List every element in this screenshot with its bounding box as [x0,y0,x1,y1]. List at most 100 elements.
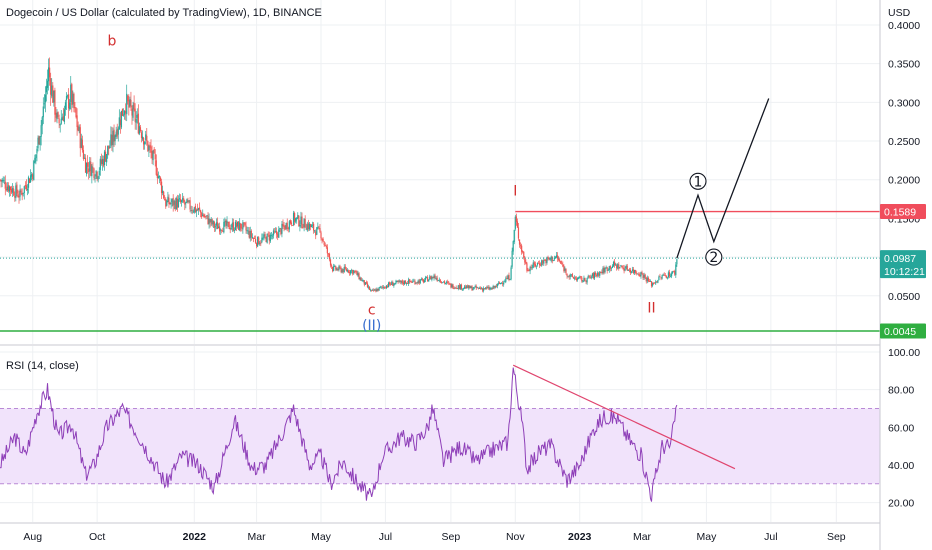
candle-body [627,269,629,271]
candle-body [344,266,346,269]
price-tick-label: 0.0500 [888,291,920,303]
candle-body [469,285,471,289]
candle-body [50,78,52,95]
time-axis[interactable]: Aug Oct 2022 Mar May Jul Sep Nov 2023 Mar May Jul Se… [23,531,845,543]
candle-body [227,221,229,223]
candle-body [304,219,306,228]
candle-body [510,267,512,280]
bar-countdown: 10:12:21 [884,266,925,278]
candle-body [192,211,194,213]
candle-body [453,288,455,289]
candle-body [519,245,522,247]
candle-body [420,278,422,280]
rsi-axis[interactable]: 100.00 80.00 60.00 40.00 20.00 [888,347,920,510]
candle-body [96,171,98,179]
candle-body [204,216,206,218]
candle-body [514,216,516,229]
candle-body [214,226,217,228]
candle-body [581,277,583,282]
time-tick-label: Aug [23,531,42,543]
candle-body [269,234,271,242]
candle-body [148,146,150,151]
candle-body [263,234,265,239]
candle-body [598,273,600,276]
time-tick-label: May [697,531,718,543]
candle-body [432,277,434,278]
candle-body [299,225,301,227]
candle-body [246,230,248,232]
candle-body [33,161,35,181]
candle-body [559,259,561,262]
candle-body [616,265,618,269]
candle-body [348,272,351,273]
time-tick-label: Mar [633,531,652,543]
candle-body [487,286,489,288]
candle-body [186,199,188,203]
candle-body [609,265,611,269]
wave-label: 1 [694,174,703,190]
time-tick-label: 2023 [568,531,592,543]
candle-body [17,194,19,197]
candle-body [342,269,344,273]
candle-body [606,267,608,271]
candle-body [650,281,653,287]
candle-body [592,273,595,278]
candle-body [212,220,214,225]
candle-body [601,271,603,274]
candle-body [94,177,96,179]
candle-body [500,282,503,284]
candle-body [139,127,142,132]
candle-body [596,275,598,276]
candle-body [451,284,453,288]
candle-body [57,112,59,118]
candle-body [535,265,538,267]
candle-body [382,287,384,288]
candle-body [203,214,205,217]
candle-body [536,262,539,265]
candle-body [90,161,92,176]
candle-body [165,199,167,207]
wave-label: I [513,184,517,200]
candle-body [170,202,172,205]
candle-body [507,275,509,280]
candle-body [226,220,228,226]
candle-body [672,271,674,274]
candle-body [27,177,30,188]
candle-body [508,274,510,280]
candle-body [85,162,88,175]
candle-body [400,280,402,283]
candle-body [525,261,527,264]
candle-body [560,261,562,264]
candle-body [152,150,154,161]
candle-body [554,256,557,258]
candle-body [474,285,476,287]
candle-body [253,238,256,239]
candle-body [193,207,195,213]
candle-body [35,154,37,159]
candle-body [97,176,99,180]
candle-body [411,282,413,283]
candle-body [397,280,399,283]
candle-body [556,255,559,259]
candle-body [430,276,432,280]
candle-body [56,112,58,120]
candle-body [285,223,287,229]
candle-body [136,114,138,118]
candle-body [429,276,431,280]
candle-body [289,220,291,224]
candle-body [208,218,210,225]
candle-body [257,236,259,247]
candle-body [295,218,297,222]
candle-body [53,90,55,103]
candle-body [329,259,332,266]
candle-body [631,269,634,271]
candle-body [493,285,495,288]
candle-body [303,218,305,228]
candle-body [538,263,541,266]
candle-body [328,253,331,260]
candle-body [333,266,335,271]
candle-body [63,109,66,122]
candle-body [265,237,267,243]
candle-body [133,102,135,110]
